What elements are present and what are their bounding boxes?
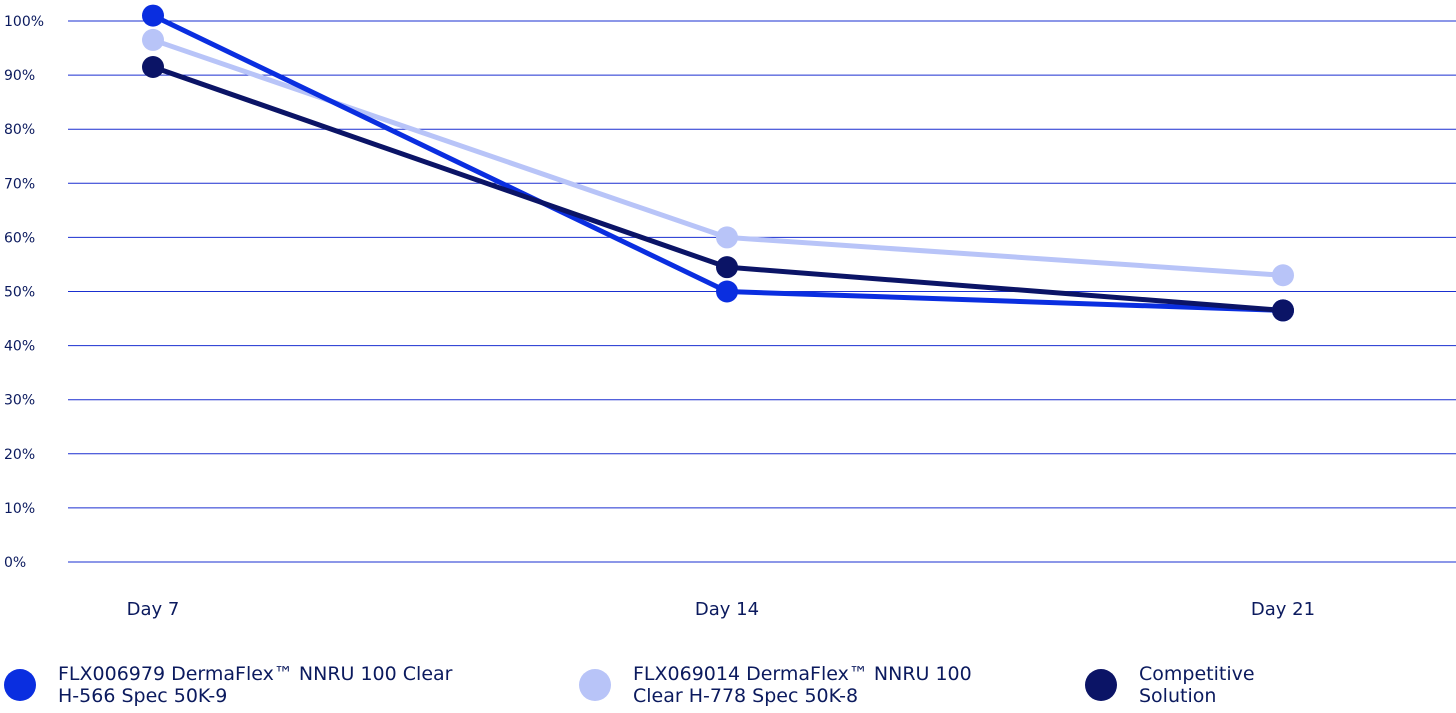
legend-label-competitive-solution: Competitive Solution xyxy=(1139,663,1255,707)
series-line-competitive-solution xyxy=(150,64,1286,313)
x-tick-label-day-14: Day 14 xyxy=(695,599,759,620)
y-tick-label-50: 50% xyxy=(4,285,35,301)
legend-marker-flx006979 xyxy=(4,669,36,701)
data-point-flx069014-day-21 xyxy=(1272,264,1294,287)
data-point-competitive-solution-day-21 xyxy=(1272,299,1294,322)
x-axis-tick-labels: Day 7 Day 14 Day 21 xyxy=(127,599,1315,620)
legend-label-flx006979: FLX006979 DermaFlex™ NNRU 100 Clear H-56… xyxy=(58,663,453,707)
data-point-flx069014-day-14 xyxy=(716,226,738,249)
y-tick-label-60: 60% xyxy=(4,230,35,246)
legend: FLX006979 DermaFlex™ NNRU 100 Clear H-56… xyxy=(0,663,1456,713)
y-tick-label-40: 40% xyxy=(4,339,35,355)
y-tick-label-80: 80% xyxy=(4,122,35,138)
data-point-flx006979-day-14 xyxy=(716,280,738,303)
y-tick-label-10: 10% xyxy=(4,501,35,517)
data-point-flx069014-day-7 xyxy=(142,28,164,51)
y-axis-tick-labels: 0% 10% 20% 30% 40% 50% 60% 70% 80% 90% 100% xyxy=(4,14,44,571)
x-tick-label-day-21: Day 21 xyxy=(1251,599,1315,620)
y-tick-label-70: 70% xyxy=(4,176,35,192)
y-tick-label-0: 0% xyxy=(4,555,26,571)
y-tick-label-90: 90% xyxy=(4,68,35,84)
legend-marker-competitive-solution xyxy=(1085,669,1117,701)
y-tick-label-30: 30% xyxy=(4,393,35,409)
data-point-competitive-solution-day-14 xyxy=(716,256,738,279)
legend-label-flx069014: FLX069014 DermaFlex™ NNRU 100 Clear H-77… xyxy=(633,663,972,707)
y-tick-label-20: 20% xyxy=(4,447,35,463)
x-tick-label-day-7: Day 7 xyxy=(127,599,180,620)
data-point-competitive-solution-day-7 xyxy=(142,55,164,78)
legend-item-flx069014: FLX069014 DermaFlex™ NNRU 100 Clear H-77… xyxy=(579,663,972,707)
data-point-flx006979-day-7 xyxy=(142,4,164,27)
legend-marker-flx069014 xyxy=(579,669,611,701)
legend-item-competitive-solution: Competitive Solution xyxy=(1085,663,1255,707)
y-tick-label-100: 100% xyxy=(4,14,44,30)
legend-item-flx006979: FLX006979 DermaFlex™ NNRU 100 Clear H-56… xyxy=(4,663,452,707)
series-points xyxy=(142,4,1294,322)
